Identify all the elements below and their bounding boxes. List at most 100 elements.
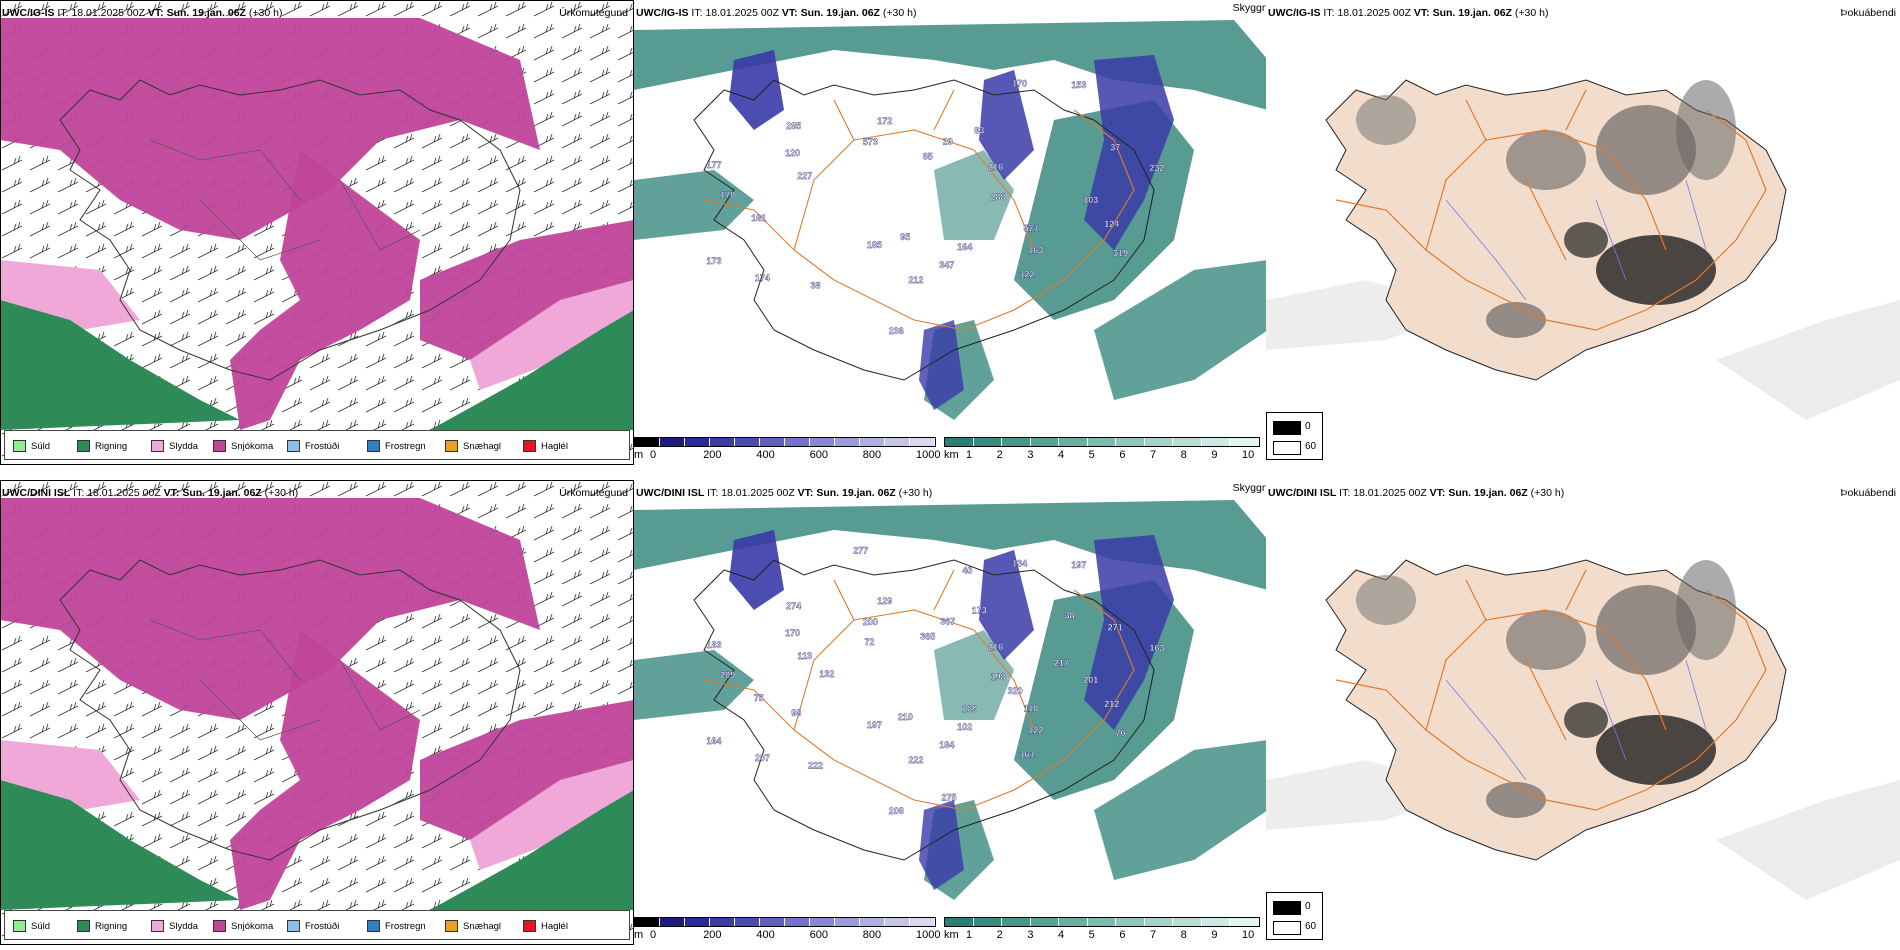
precip-legend-item: Snæhagl xyxy=(445,440,501,452)
precip-legend: Súld Rigning Slydda Snjókoma Frostúði Frostre… xyxy=(4,910,630,940)
it-value: 18.01.2025 00Z xyxy=(1353,487,1427,499)
cloudbase-label: 365 xyxy=(920,632,935,642)
legend-label: Súld xyxy=(31,920,51,932)
colorbar-tick: 1000 xyxy=(916,449,941,461)
vt-value: Sun. 19.jan. 06Z xyxy=(800,7,880,19)
cloudbase-label: 163 xyxy=(1149,643,1164,653)
cloudbase-label: 222 xyxy=(808,760,823,770)
colorbar-tick: 9 xyxy=(1211,929,1218,941)
colorbar-tick: 0 xyxy=(650,929,657,941)
cloudbase-label: 118 xyxy=(1024,704,1039,714)
legend-swatch xyxy=(77,920,90,932)
it-label: IT: xyxy=(1339,487,1351,499)
cloudbase-label: 103 xyxy=(1083,195,1098,205)
legend-swatch xyxy=(367,440,380,452)
legend-swatch xyxy=(445,440,458,452)
model-name: UWC/IG-IS xyxy=(1268,7,1321,19)
cloudbase-label: 170 xyxy=(785,628,800,638)
fog-legend-label: 0 xyxy=(1305,901,1311,912)
legend-swatch xyxy=(13,440,26,452)
vt-label: VT: xyxy=(781,7,798,19)
cloudbase-label: 174 xyxy=(755,273,770,283)
fog-legend: 0 60 xyxy=(1266,892,1323,940)
vt-value: Sun. 19.jan. 06Z xyxy=(182,487,262,499)
cloudbase-label: 76 xyxy=(1115,728,1125,738)
panel-header: UWC/IG-IS IT: 18.01.2025 00Z VT: Sun. 19… xyxy=(1268,7,1548,19)
precip-legend-item: Snjókoma xyxy=(213,920,273,932)
fog-legend: 0 60 xyxy=(1266,412,1323,460)
fog-panel-title: Þokuábendi xyxy=(1840,487,1896,499)
vt-value: Sun. 19.jan. 06Z xyxy=(816,487,896,499)
visibility-colorbar: km 1 2 3 4 5 6 7 8 9 10 xyxy=(944,917,1260,943)
cloudbase-label: 120 xyxy=(785,148,800,158)
fog-indicator-map xyxy=(1266,480,1900,945)
cloudbase-label: 227 xyxy=(797,171,812,181)
precip-legend: Súld Rigning Slydda Snjókoma Frostúði Frostre… xyxy=(4,430,630,460)
cloudbase-label: 347 xyxy=(939,260,954,270)
fog-legend-swatch xyxy=(1273,921,1301,935)
lead-time: (+30 h) xyxy=(898,487,933,499)
cloudbase-label: 216 xyxy=(988,162,1003,172)
cloudbase-label: 122 xyxy=(1028,725,1043,735)
legend-label: Rigning xyxy=(95,920,128,932)
legend-label: Haglél xyxy=(541,920,568,932)
precip-legend-item: Súld xyxy=(13,920,50,932)
model-name: UWC/DINI ISL xyxy=(2,487,71,499)
colorbar-tick: 4 xyxy=(1058,449,1065,461)
cloudbase-label: 163 xyxy=(1028,245,1043,255)
legend-swatch xyxy=(287,920,300,932)
colorbar-tick: 9 xyxy=(1211,449,1218,461)
colorbar-tick: 400 xyxy=(756,449,775,461)
cloudbase-label: 98 xyxy=(791,708,801,718)
precip-legend-item: Súld xyxy=(13,440,50,452)
cloudbase-label: 72 xyxy=(865,637,875,647)
legend-label: Snjókoma xyxy=(231,440,274,452)
vt-value: Sun. 19.jan. 06Z xyxy=(166,7,246,19)
fog-legend-label: 60 xyxy=(1305,441,1317,452)
legend-swatch xyxy=(523,440,536,452)
cloudbase-label: 132 xyxy=(819,669,834,679)
colorbar-tick: 600 xyxy=(809,449,828,461)
cloudbase-label: 571 xyxy=(1023,224,1038,234)
legend-swatch xyxy=(367,920,380,932)
legend-label: Frostregn xyxy=(385,920,426,932)
lead-time: (+30 h) xyxy=(882,7,917,19)
cloudbase-label: 37 xyxy=(1110,142,1120,152)
cloudbase-label: 95 xyxy=(900,232,910,242)
cloudbase-visibility-map: 1982221831737619727421616116412916318420… xyxy=(634,480,1268,945)
cloudbase-label: 161 xyxy=(751,213,766,223)
panel-header: UWC/IG-IS IT: 18.01.2025 00Z VT: Sun. 19… xyxy=(636,7,916,19)
it-label: IT: xyxy=(691,7,703,19)
fog-indicator-map xyxy=(1266,0,1900,465)
cloudbase-label: 209 xyxy=(720,670,735,680)
colorbar-tick: 5 xyxy=(1088,449,1095,461)
vt-label: VT: xyxy=(1413,7,1430,19)
it-value: 18.01.2025 00Z xyxy=(721,487,795,499)
fog-legend-swatch xyxy=(1273,421,1301,435)
precip-legend-item: Snjókoma xyxy=(213,440,273,452)
it-value: 18.01.2025 00Z xyxy=(87,487,161,499)
precip-legend-item: Snæhagl xyxy=(445,920,501,932)
colorbar-tick: 5 xyxy=(1088,929,1095,941)
legend-label: Rigning xyxy=(95,440,128,452)
legend-swatch xyxy=(13,920,26,932)
cloudbase-label: 185 xyxy=(867,240,882,250)
fog-indicator-panel: UWC/DINI ISL IT: 18.01.2025 00Z VT: Sun.… xyxy=(1266,480,1900,945)
precip-legend-item: Frostregn xyxy=(367,440,426,452)
fog-indicator-panel: UWC/IG-IS IT: 18.01.2025 00Z VT: Sun. 19… xyxy=(1266,0,1900,465)
cloudbase-label: 183 xyxy=(706,640,721,650)
precip-legend-item: Slydda xyxy=(151,920,198,932)
cloudbase-label: 320 xyxy=(1008,686,1023,696)
panel-header: UWC/DINI ISL IT: 18.01.2025 00Z VT: Sun.… xyxy=(1268,487,1564,499)
fog-legend-swatch xyxy=(1273,901,1301,915)
it-label: IT: xyxy=(57,7,69,19)
colorbar-unit: m xyxy=(634,449,644,461)
legend-swatch xyxy=(523,920,536,932)
cloudbase-label: 212 xyxy=(1104,699,1119,709)
vt-label: VT: xyxy=(1429,487,1446,499)
colorbar-unit: km xyxy=(944,449,959,461)
cloudbase-label: 274 xyxy=(786,601,801,611)
cloudbase-label: 288 xyxy=(990,192,1005,202)
precip-legend-item: Rigning xyxy=(77,440,127,452)
colorbar-tick: 0 xyxy=(650,449,657,461)
